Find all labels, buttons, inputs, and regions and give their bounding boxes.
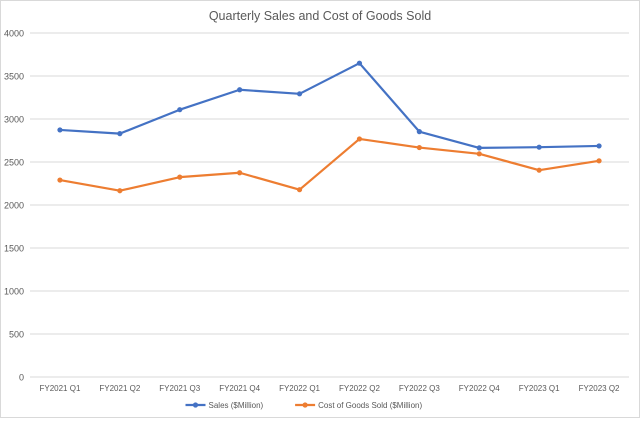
x-tick-label: FY2021 Q4 [219,384,260,393]
series-1 [57,136,602,194]
data-point [596,143,602,149]
y-tick-label: 3500 [4,72,24,82]
data-point [296,187,303,193]
y-tick-label: 2500 [4,158,24,168]
chart-title: Quarterly Sales and Cost of Goods Sold [209,9,431,23]
y-tick-label: 1500 [4,244,24,254]
data-point [476,145,482,151]
y-tick-label: 1000 [4,287,24,297]
x-tick-label: FY2023 Q1 [519,384,560,393]
series-line [59,62,600,149]
data-point [476,151,482,157]
data-point [57,127,63,133]
data-point [356,60,363,66]
data-point [596,158,602,164]
legend-label: Cost of Goods Sold ($Million) [318,401,422,410]
data-point [177,107,183,113]
x-tick-label: FY2023 Q2 [579,384,620,393]
x-tick-label: FY2021 Q1 [39,384,80,393]
legend-marker [302,402,308,408]
data-point [177,174,183,180]
data-point [117,131,123,137]
series-line [59,137,600,192]
data-point [117,188,123,194]
data-point [57,177,63,183]
y-tick-label: 4000 [4,29,24,39]
legend-label: Sales ($Million) [209,401,264,410]
y-tick-label: 500 [9,330,24,340]
data-point [356,136,363,142]
legend-item: Cost of Goods Sold ($Million) [295,401,422,410]
data-point [237,170,243,176]
y-tick-label: 2000 [4,201,24,211]
series-0 [57,60,602,151]
x-tick-label: FY2021 Q3 [159,384,200,393]
data-point [536,167,542,173]
data-point [416,144,422,151]
x-tick-label: FY2022 Q1 [279,384,320,393]
legend-item: Sales ($Million) [185,401,264,410]
data-point [296,91,303,97]
x-tick-label: FY2021 Q2 [99,384,140,393]
x-tick-label: FY2022 Q4 [459,384,500,393]
y-tick-label: 3000 [4,115,24,125]
y-tick-label: 0 [19,373,24,383]
legend-marker [192,402,199,408]
x-tick-label: FY2022 Q2 [339,384,380,393]
data-point [536,144,542,150]
x-tick-label: FY2022 Q3 [399,384,440,393]
data-point [416,129,422,135]
data-point [237,87,243,93]
